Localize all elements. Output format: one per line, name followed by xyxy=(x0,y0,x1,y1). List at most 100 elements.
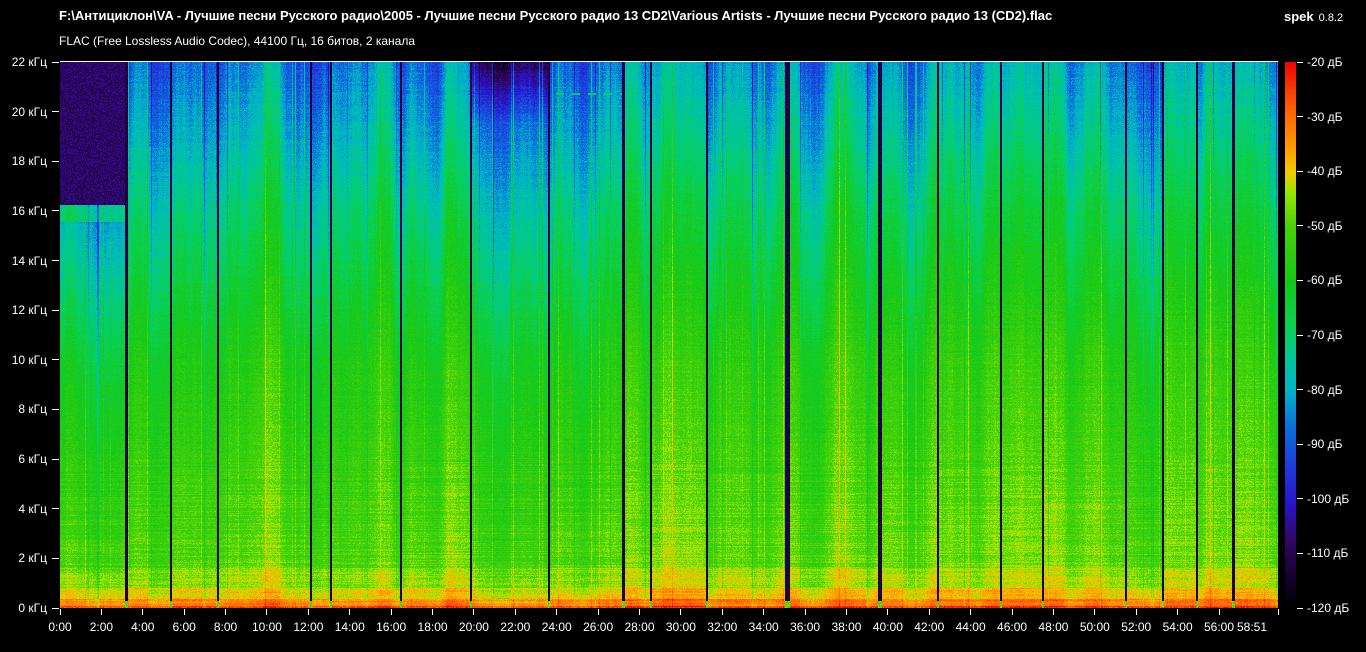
freq-tick xyxy=(52,557,59,559)
time-tick-label: 42:00 xyxy=(914,620,945,634)
time-tick xyxy=(473,609,475,615)
db-tick xyxy=(1297,498,1303,500)
time-tick xyxy=(432,609,434,615)
colorbar xyxy=(1285,62,1296,608)
time-tick xyxy=(597,609,599,615)
time-tick-label: 58:51 xyxy=(1236,620,1268,634)
db-tick xyxy=(1297,389,1303,391)
time-tick xyxy=(514,609,516,615)
db-tick-label: -90 дБ xyxy=(1307,437,1343,452)
audio-info: FLAC (Free Lossless Audio Codec), 44100 … xyxy=(59,34,415,48)
time-tick-label: 30:00 xyxy=(665,620,696,634)
time-tick-label: 28:00 xyxy=(624,620,655,634)
time-tick-label: 36:00 xyxy=(790,620,821,634)
time-tick xyxy=(59,609,61,615)
app-name: spek xyxy=(1284,9,1314,24)
freq-tick xyxy=(52,359,59,361)
time-tick-label: 18:00 xyxy=(417,620,448,634)
time-tick-label: 40:00 xyxy=(872,620,903,634)
time-tick-label: 10:00 xyxy=(251,620,282,634)
freq-tick xyxy=(52,260,59,262)
time-tick-label: 48:00 xyxy=(1038,620,1069,634)
time-tick-label: 24:00 xyxy=(541,620,572,634)
time-tick-label: 6:00 xyxy=(172,620,196,634)
freq-tick xyxy=(52,309,59,311)
freq-tick xyxy=(52,111,59,113)
time-tick-label: 32:00 xyxy=(707,620,738,634)
time-tick-label: 22:00 xyxy=(500,620,531,634)
time-tick-label: 12:00 xyxy=(293,620,324,634)
time-tick xyxy=(887,609,889,615)
freq-tick-label: 10 кГц xyxy=(11,352,47,367)
time-tick-label: 14:00 xyxy=(334,620,365,634)
freq-tick xyxy=(52,408,59,410)
time-tick-label: 16:00 xyxy=(376,620,407,634)
time-tick xyxy=(970,609,972,615)
time-tick-label: 0:00 xyxy=(48,620,72,634)
time-tick xyxy=(142,609,144,615)
time-tick-label: 26:00 xyxy=(583,620,614,634)
time-tick xyxy=(100,609,102,615)
time-tick-label: 8:00 xyxy=(213,620,238,634)
db-tick-label: -110 дБ xyxy=(1307,546,1349,561)
time-tick xyxy=(680,609,682,615)
freq-tick-label: 18 кГц xyxy=(11,154,47,169)
time-tick-label: 44:00 xyxy=(955,620,986,634)
db-tick xyxy=(1297,334,1303,336)
spectrogram-canvas xyxy=(60,62,1278,608)
db-tick-label: -20 дБ xyxy=(1307,55,1343,69)
time-tick xyxy=(804,609,806,615)
time-tick xyxy=(845,609,847,615)
time-tick xyxy=(307,609,309,615)
app-brand: spek 0.8.2 xyxy=(1284,8,1343,26)
db-tick xyxy=(1297,61,1303,63)
time-tick-label: 54:00 xyxy=(1162,620,1193,634)
time-tick xyxy=(1094,609,1096,615)
freq-tick-label: 8 кГц xyxy=(18,402,47,417)
db-tick-label: -60 дБ xyxy=(1307,273,1343,288)
freq-tick-label: 12 кГц xyxy=(11,303,47,318)
freq-tick-label: 14 кГц xyxy=(11,253,47,268)
freq-tick xyxy=(52,61,59,63)
time-tick-label: 46:00 xyxy=(997,620,1028,634)
time-tick-label: 34:00 xyxy=(748,620,779,634)
time-tick xyxy=(349,609,351,615)
time-tick xyxy=(225,609,227,615)
time-tick xyxy=(1135,609,1137,615)
time-tick xyxy=(1011,609,1013,615)
time-tick xyxy=(390,609,392,615)
time-tick-label: 38:00 xyxy=(831,620,862,634)
time-tick xyxy=(763,609,765,615)
time-tick xyxy=(556,609,558,615)
freq-tick-label: 22 кГц xyxy=(11,55,47,69)
file-path: F:\Антициклон\VA - Лучшие песни Русского… xyxy=(59,8,1053,23)
freq-tick-label: 4 кГц xyxy=(18,501,47,516)
db-tick-label: -40 дБ xyxy=(1307,164,1343,179)
freq-tick xyxy=(52,160,59,162)
db-tick xyxy=(1297,552,1303,554)
db-tick xyxy=(1297,170,1303,172)
freq-tick xyxy=(52,508,59,510)
freq-tick-label: 2 кГц xyxy=(18,551,47,566)
db-tick-label: -30 дБ xyxy=(1307,109,1343,124)
db-tick-label: -80 дБ xyxy=(1307,382,1343,397)
time-tick xyxy=(1177,609,1179,615)
time-tick xyxy=(1218,609,1220,615)
time-tick xyxy=(639,609,640,615)
plot-top-border xyxy=(60,61,1278,62)
time-tick-label: 50:00 xyxy=(1079,620,1110,634)
freq-tick-label: 6 кГц xyxy=(18,452,47,467)
time-tick xyxy=(183,609,185,615)
db-tick-label: -100 дБ xyxy=(1307,491,1350,506)
db-tick xyxy=(1297,443,1303,445)
db-tick-label: -70 дБ xyxy=(1307,328,1343,342)
freq-tick xyxy=(52,607,59,609)
freq-tick-label: 0 кГц xyxy=(18,601,47,615)
time-tick xyxy=(1052,609,1054,615)
freq-tick-label: 16 кГц xyxy=(11,203,47,218)
time-tick xyxy=(721,609,723,615)
db-tick xyxy=(1297,279,1303,281)
time-tick xyxy=(266,609,268,615)
time-tick-label: 4:00 xyxy=(131,620,155,634)
